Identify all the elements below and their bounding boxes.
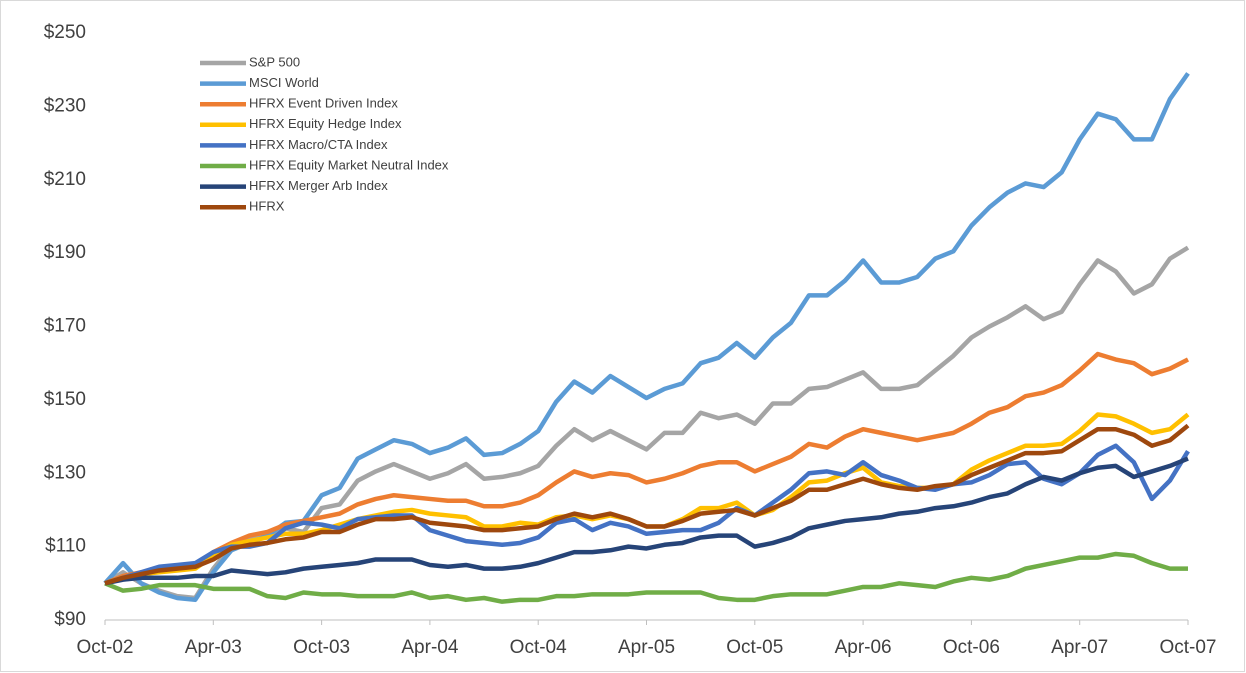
x-tick-label: Apr-03 bbox=[185, 637, 242, 658]
y-tick-label: $190 bbox=[44, 242, 86, 263]
y-tick-label: $230 bbox=[44, 95, 86, 116]
legend-label: HFRX Event Driven Index bbox=[249, 96, 398, 111]
x-tick-label: Apr-06 bbox=[835, 637, 892, 658]
y-tick-label: $130 bbox=[44, 462, 86, 483]
y-tick-label: $110 bbox=[45, 536, 86, 557]
y-tick-label: $250 bbox=[44, 22, 86, 43]
series-line bbox=[104, 443, 1190, 586]
y-tick-label: $150 bbox=[44, 389, 86, 410]
y-tick-label: $210 bbox=[44, 169, 86, 190]
x-tick-label: Apr-07 bbox=[1051, 637, 1108, 658]
legend-label: S&P 500 bbox=[249, 54, 300, 69]
series-line bbox=[104, 423, 1190, 586]
legend-label: MSCI World bbox=[249, 75, 319, 90]
x-tick-label: Oct-07 bbox=[1159, 637, 1216, 658]
x-tick-label: Oct-06 bbox=[943, 637, 1000, 658]
x-tick-label: Apr-05 bbox=[618, 637, 675, 658]
legend-label: HFRX bbox=[249, 199, 285, 214]
x-tick-label: Oct-02 bbox=[76, 637, 133, 658]
series-line bbox=[104, 351, 1190, 586]
legend-label: HFRX Equity Market Neutral Index bbox=[249, 157, 449, 172]
x-tick-label: Oct-05 bbox=[726, 637, 783, 658]
legend-label: HFRX Equity Hedge Index bbox=[249, 116, 402, 131]
x-tick-label: Oct-04 bbox=[510, 637, 567, 658]
x-tick-label: Oct-03 bbox=[293, 637, 350, 658]
y-tick-label: $170 bbox=[44, 316, 86, 337]
series-line bbox=[104, 551, 1188, 604]
legend-label: HFRX Macro/CTA Index bbox=[249, 137, 388, 152]
y-tick-label: $90 bbox=[54, 609, 86, 630]
series-line bbox=[104, 456, 1189, 586]
legend-label: HFRX Merger Arb Index bbox=[249, 178, 388, 193]
x-tick-label: Apr-04 bbox=[401, 637, 458, 658]
